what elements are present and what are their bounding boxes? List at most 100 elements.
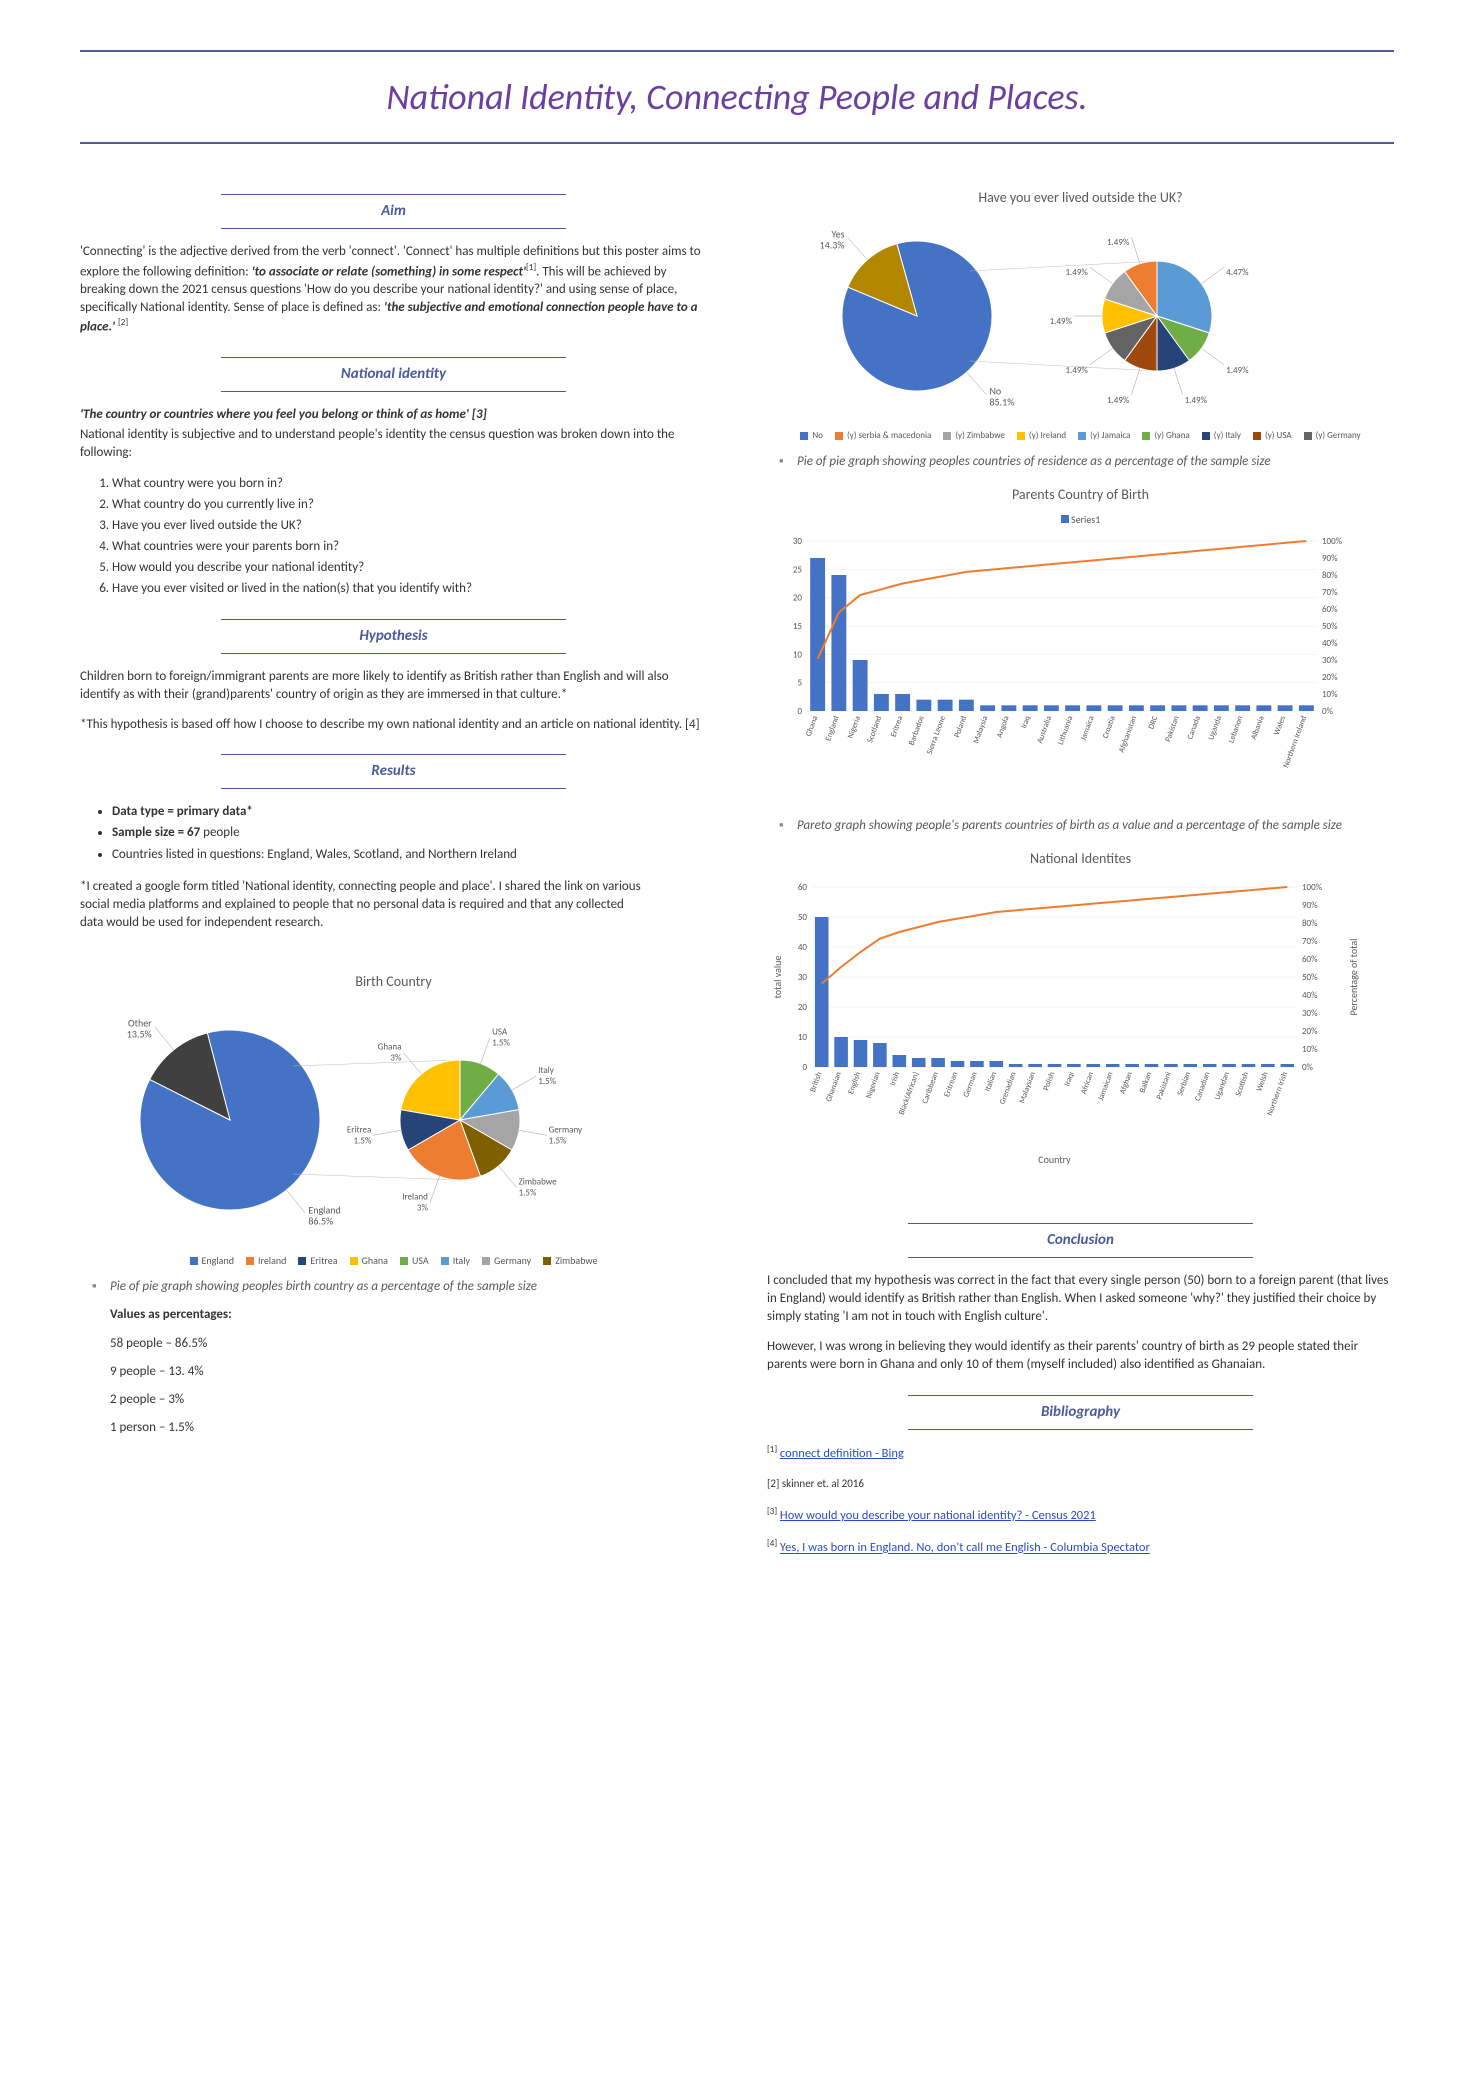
svg-text:50%: 50%: [1302, 972, 1318, 983]
lived-outside-chart: Have you ever lived outside the UK? No85…: [767, 188, 1394, 442]
svg-text:Afghan: Afghan: [1118, 1070, 1135, 1095]
parents-series-label: Series1: [767, 513, 1394, 527]
svg-text:1.5%: 1.5%: [492, 1037, 510, 1048]
hyp-heading: Hypothesis: [221, 619, 566, 654]
svg-text:30%: 30%: [1322, 655, 1338, 666]
svg-text:England: England: [823, 714, 841, 742]
svg-text:Wales: Wales: [1272, 714, 1288, 736]
svg-text:3%: 3%: [390, 1053, 402, 1064]
aim-body: 'Connecting' is the adjective derived fr…: [80, 243, 707, 337]
svg-text:Serbian: Serbian: [1175, 1070, 1193, 1096]
svg-text:20%: 20%: [1322, 672, 1338, 683]
svg-text:Canadian: Canadian: [1193, 1070, 1213, 1102]
ni-q3: Have you ever lived outside the UK?: [112, 517, 707, 535]
svg-text:Polish: Polish: [1041, 1070, 1057, 1091]
svg-text:60: 60: [798, 882, 808, 893]
svg-text:Nigerian: Nigerian: [864, 1070, 883, 1099]
svg-text:20%: 20%: [1302, 1026, 1318, 1037]
hyp-p2: *This hypothesis is based off how I choo…: [80, 716, 707, 734]
svg-text:60%: 60%: [1322, 604, 1338, 615]
svg-text:Grenadian: Grenadian: [998, 1070, 1019, 1105]
svg-text:total value: total value: [771, 955, 784, 998]
lived-outside-legend: No(y) serbia & macedonia(y) Zimbabwe(y) …: [767, 430, 1394, 443]
svg-text:German: German: [961, 1070, 979, 1098]
svg-text:60%: 60%: [1302, 954, 1318, 965]
svg-text:Iraq: Iraq: [1019, 714, 1033, 729]
right-column: Have you ever lived outside the UK? No85…: [767, 174, 1394, 1571]
svg-text:Italian: Italian: [983, 1070, 999, 1092]
ni-q4: What countries were your parents born in…: [112, 538, 707, 556]
svg-text:Afghanistan: Afghanistan: [1117, 714, 1140, 753]
svg-text:Country: Country: [1038, 1153, 1071, 1166]
svg-text:10: 10: [798, 1032, 808, 1043]
svg-text:Germany: Germany: [549, 1124, 583, 1135]
svg-text:80%: 80%: [1322, 570, 1338, 581]
birth-country-chart: Birth Country England86.5%Other13.5%USA1…: [80, 972, 707, 1268]
svg-text:Pakistan: Pakistan: [1163, 714, 1182, 743]
svg-text:Malaysia: Malaysia: [971, 714, 990, 744]
parents-birth-caption: Pareto graph showing people's parents co…: [797, 817, 1394, 835]
national-identities-chart: National Identites 01020304050600%10%20%…: [767, 849, 1394, 1173]
bib-3-link[interactable]: How would you describe your national ide…: [780, 1508, 1096, 1523]
svg-text:20: 20: [793, 592, 803, 603]
ni-quote: 'The country or countries where you feel…: [80, 406, 707, 424]
svg-text:Malaysian: Malaysian: [1017, 1070, 1038, 1104]
svg-text:3%: 3%: [417, 1203, 429, 1214]
ni-chart-title: National Identites: [767, 849, 1394, 869]
svg-text:Scotland: Scotland: [865, 714, 884, 744]
svg-text:Sierra Leone: Sierra Leone: [925, 714, 948, 755]
svg-text:1.49%: 1.49%: [1050, 316, 1073, 327]
svg-text:Ugandan: Ugandan: [1213, 1070, 1232, 1101]
svg-text:70%: 70%: [1322, 587, 1338, 598]
svg-text:50: 50: [798, 912, 808, 923]
parents-birth-title: Parents Country of Birth: [767, 485, 1394, 505]
svg-text:DRC: DRC: [1146, 713, 1160, 730]
svg-text:1.5%: 1.5%: [549, 1135, 567, 1146]
res-b3: Countries listed in questions: England, …: [112, 846, 707, 864]
bib-1-link[interactable]: connect definition - Bing: [780, 1446, 904, 1461]
svg-text:4.47%: 4.47%: [1226, 267, 1249, 278]
parents-birth-svg: 0510152025300%10%20%30%40%50%60%70%80%90…: [767, 531, 1367, 801]
svg-text:85.1%: 85.1%: [989, 396, 1014, 409]
svg-text:Irish: Irish: [888, 1070, 902, 1087]
svg-text:Eritrean: Eritrean: [942, 1070, 960, 1098]
svg-text:0%: 0%: [1302, 1062, 1314, 1073]
birth-country-svg: England86.5%Other13.5%USA1.5%Italy1.5%Ge…: [80, 1000, 640, 1240]
svg-text:40%: 40%: [1322, 638, 1338, 649]
birth-country-title: Birth Country: [80, 972, 707, 992]
page-title: National Identity, Connecting People and…: [80, 62, 1394, 132]
svg-text:10%: 10%: [1322, 689, 1338, 700]
svg-text:1.49%: 1.49%: [1065, 267, 1088, 278]
svg-text:1.49%: 1.49%: [1107, 237, 1130, 248]
conclusion-p2: However, I was wrong in believing they w…: [767, 1338, 1394, 1374]
svg-text:1.5%: 1.5%: [538, 1076, 556, 1087]
svg-text:Zimbabwe: Zimbabwe: [519, 1176, 558, 1187]
svg-text:USA: USA: [492, 1026, 508, 1037]
svg-text:50%: 50%: [1322, 621, 1338, 632]
svg-text:Lebanon: Lebanon: [1226, 714, 1245, 744]
conclusion-heading: Conclusion: [908, 1223, 1253, 1258]
res-b1: Data type = primary data*: [112, 803, 707, 821]
svg-text:Barbados: Barbados: [907, 714, 927, 746]
bc-val-2: 2 people – 3%: [110, 1391, 707, 1409]
svg-text:100%: 100%: [1322, 536, 1343, 547]
svg-text:1.49%: 1.49%: [1065, 365, 1088, 376]
national-identities-svg: 01020304050600%10%20%30%40%50%60%70%80%9…: [767, 877, 1367, 1167]
bc-val-h: Values as percentages:: [110, 1306, 707, 1324]
svg-text:30: 30: [793, 536, 803, 547]
svg-text:90%: 90%: [1302, 900, 1318, 911]
bib-4-link[interactable]: Yes, I was born in England. No, don't ca…: [780, 1541, 1150, 1556]
aim-heading: Aim: [221, 194, 566, 229]
svg-text:Jamaican: Jamaican: [1096, 1070, 1116, 1101]
svg-text:Ghana: Ghana: [804, 714, 821, 737]
res-heading: Results: [221, 754, 566, 789]
bc-val-0: 58 people – 86.5%: [110, 1335, 707, 1353]
svg-text:Iraqi: Iraqi: [1062, 1070, 1076, 1087]
birth-country-legend: EnglandIrelandEritreaGhanaUSAItalyGerman…: [80, 1254, 707, 1268]
ni-q2: What country do you currently live in?: [112, 496, 707, 514]
conclusion-p1: I concluded that my hypothesis was corre…: [767, 1272, 1394, 1327]
bc-val-3: 1 person – 1.5%: [110, 1419, 707, 1437]
svg-text:Australia: Australia: [1035, 714, 1054, 744]
res-note: *I created a google form titled 'Nationa…: [80, 878, 644, 933]
svg-text:African: African: [1079, 1070, 1096, 1095]
